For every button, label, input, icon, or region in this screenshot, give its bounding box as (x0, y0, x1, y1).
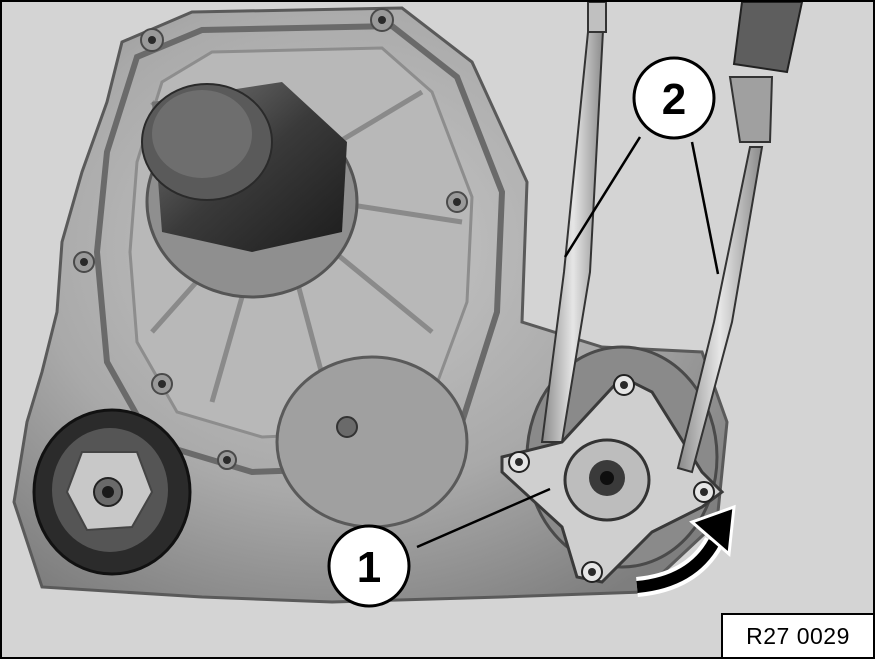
curved-arrow-icon (635, 504, 736, 597)
callout-2: 2 (632, 56, 716, 140)
callout-2-label: 2 (662, 75, 686, 124)
output-shaft (141, 82, 359, 299)
drive-coupling (32, 408, 192, 576)
callout-1: 1 (327, 524, 411, 608)
pump-housing (500, 345, 725, 584)
callout-1-label: 1 (357, 543, 381, 592)
reference-code: R27 0029 (721, 613, 873, 657)
callout-leaders (416, 136, 720, 549)
lower-cover (275, 355, 469, 529)
lever-tools (540, 2, 804, 474)
